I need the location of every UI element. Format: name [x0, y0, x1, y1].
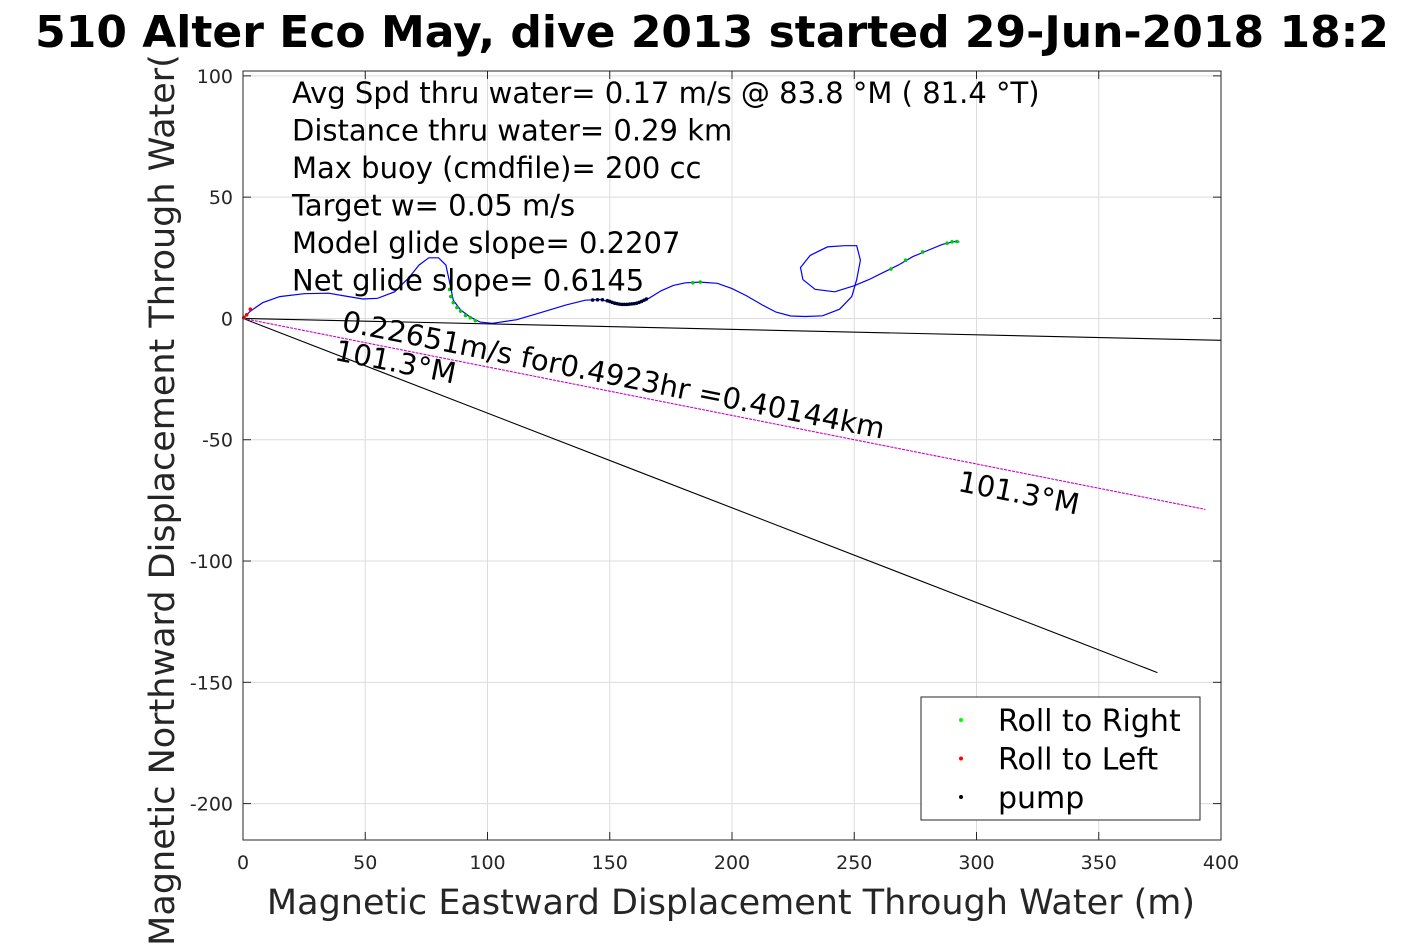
legend-box [920, 696, 1201, 821]
marker-roll-to-right [920, 250, 925, 254]
x-tick-label: 50 [353, 852, 377, 874]
marker-roll-to-right [458, 309, 463, 313]
marker-roll-to-right [903, 258, 908, 263]
info-line: Target w= 0.05 m/s [291, 189, 575, 223]
marker-roll-to-right [449, 294, 453, 299]
glider-track-line [242, 240, 960, 324]
chart-title: 510 Alter Eco May, dive 2013 started 29-… [35, 7, 1389, 58]
marker-roll-to-right [698, 280, 703, 284]
marker-roll-to-right [945, 241, 949, 246]
x-tick-label: 150 [592, 852, 628, 874]
marker-roll-to-left [244, 312, 249, 317]
x-tick-label: 350 [1081, 852, 1117, 874]
marker-pump [644, 297, 649, 301]
y-tick-label: -200 [190, 794, 233, 816]
legend-marker-pump [959, 795, 963, 799]
legend-label-roll-to-right: Roll to Right [998, 704, 1181, 739]
info-line: Distance thru water= 0.29 km [292, 114, 732, 148]
y-tick-label: -100 [190, 551, 233, 573]
marker-roll-to-right [691, 280, 695, 285]
axis-ticks: 0 50 100 150 200 250 300 350 400 100 50 0 -50 -100 -15… [190, 66, 1239, 874]
x-tick-label: 400 [1203, 852, 1239, 874]
y-tick-label: 50 [209, 187, 233, 209]
marker-pump [595, 297, 600, 302]
x-tick-label: 200 [714, 852, 750, 874]
marker-roll-to-right [473, 318, 478, 323]
y-tick-label: 0 [221, 308, 233, 330]
x-tick-label: 0 [237, 852, 249, 874]
marker-roll-to-right [451, 300, 456, 305]
marker-roll-to-right [447, 287, 452, 292]
marker-roll-to-right [455, 305, 459, 310]
legend-label-roll-to-left: Roll to Left [998, 743, 1158, 778]
marker-roll-to-right [889, 267, 893, 271]
marker-roll-to-left [241, 315, 246, 320]
marker-roll-to-right [468, 315, 473, 320]
marker-roll-to-left [248, 307, 253, 312]
plot-frame [242, 70, 1222, 841]
marker-roll-to-right [955, 239, 959, 244]
x-axis-label: Magnetic Eastward Displacement Through W… [267, 883, 1195, 923]
x-tick-label: 300 [958, 852, 994, 874]
y-tick-label: -50 [202, 430, 233, 452]
y-tick-label: 100 [197, 66, 233, 88]
x-tick-label: 250 [836, 852, 872, 874]
marker-roll-to-right [950, 239, 954, 244]
heading-vector-line [242, 317, 1222, 341]
info-text-block: Avg Spd thru water= 0.17 m/s @ 83.8 °M (… [291, 76, 1040, 298]
info-line: Net glide slope= 0.6145 [292, 264, 644, 298]
current-drift-line [242, 317, 1206, 510]
marker-pump [590, 298, 595, 302]
info-line: Model glide slope= 0.2207 [292, 226, 680, 260]
plot-area: 0 50 100 150 200 250 300 350 400 100 50 0 -50 -100 -15… [190, 66, 1239, 874]
info-line: Avg Spd thru water= 0.17 m/s @ 83.8 °M (… [292, 76, 1040, 110]
legend-marker-roll-to-right [959, 718, 963, 722]
marker-pump [600, 297, 605, 302]
legend-label-pump: pump [998, 781, 1084, 816]
data-series [241, 239, 1222, 674]
legend-marker-roll-to-left [959, 756, 963, 761]
heading-vector-line [242, 317, 1158, 674]
marker-roll-to-right [463, 313, 468, 318]
y-axis-label: Magnetic Northward Displacement Through … [143, 54, 183, 945]
x-tick-label: 100 [469, 852, 505, 874]
y-tick-label: -150 [190, 672, 233, 694]
info-line: Max buoy (cmdfile)= 200 cc [292, 151, 701, 185]
